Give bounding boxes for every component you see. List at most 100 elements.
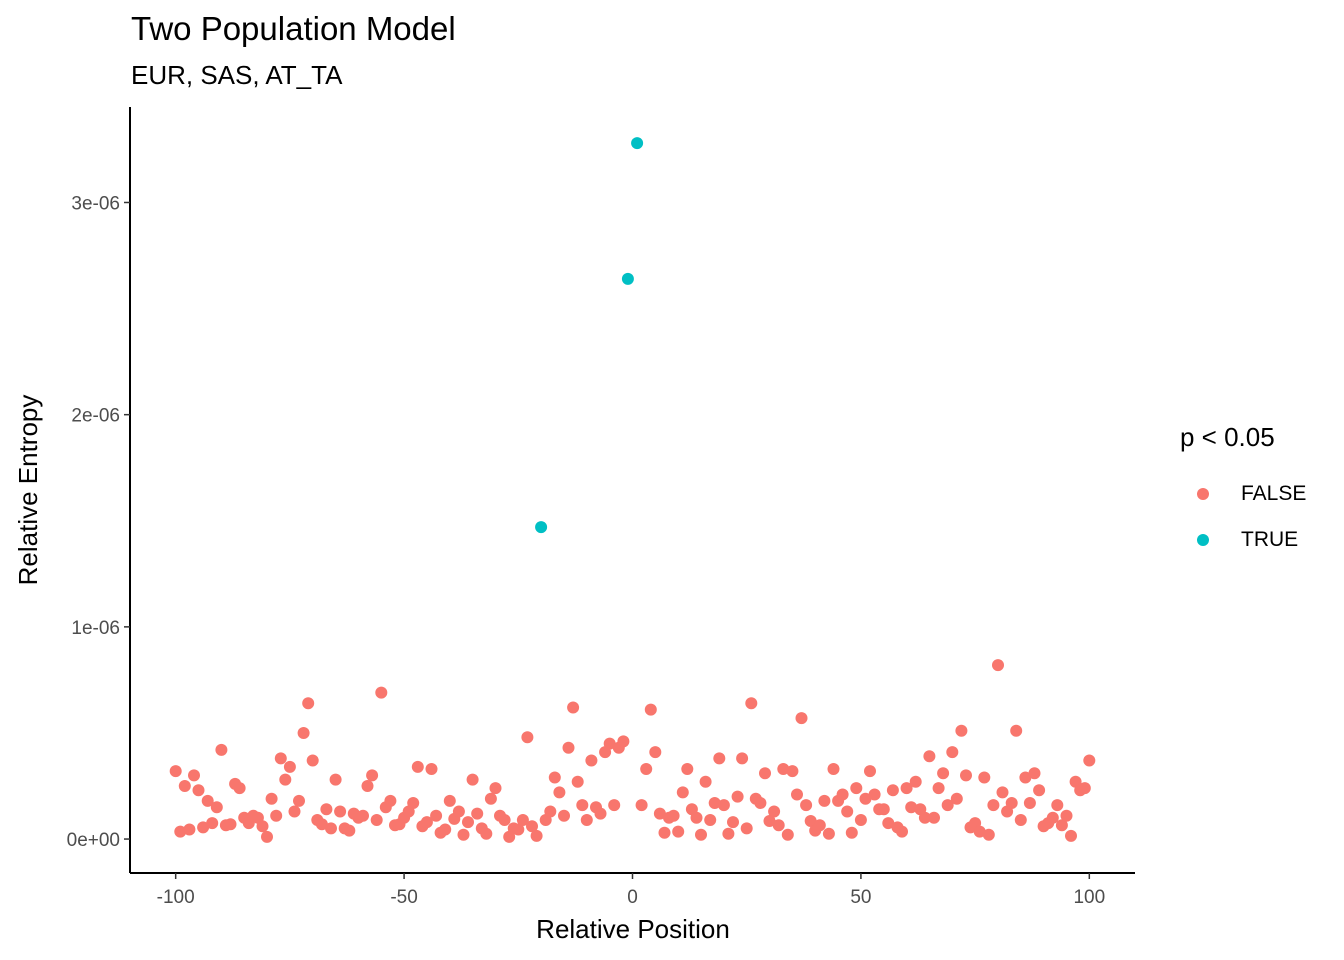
point-false <box>411 760 424 773</box>
point-false <box>982 828 995 841</box>
point-false <box>608 799 621 812</box>
point-false <box>293 794 305 807</box>
point-false <box>516 814 529 826</box>
point-false <box>868 788 881 801</box>
y-tick-label: 3e-06 <box>71 193 120 214</box>
point-false <box>727 816 739 829</box>
point-false <box>571 775 584 788</box>
point-false <box>854 814 867 826</box>
point-false <box>795 712 808 725</box>
y-tick-label: 1e-06 <box>71 618 120 639</box>
point-false <box>297 727 310 739</box>
point-false <box>987 799 1000 812</box>
point-false <box>553 786 566 799</box>
point-false <box>366 769 379 782</box>
point-false <box>1033 784 1046 797</box>
point-false <box>708 797 721 809</box>
point-false <box>973 825 986 838</box>
point-false <box>567 701 580 714</box>
point-false <box>950 792 963 805</box>
point-false <box>302 697 315 710</box>
point-false <box>544 805 557 818</box>
point-false <box>859 792 872 805</box>
legend-label-true: TRUE <box>1241 528 1299 551</box>
point-false <box>822 827 835 840</box>
point-false <box>233 782 246 795</box>
point-false <box>201 794 214 807</box>
point-false <box>882 817 895 830</box>
point-false <box>850 782 863 795</box>
x-tick-label: -50 <box>390 887 417 908</box>
y-ticks: 0e+00 1e-06 2e-06 3e-06 <box>67 193 130 851</box>
point-false <box>439 823 452 836</box>
point-false <box>836 788 849 801</box>
x-axis-title: Relative Position <box>536 914 730 944</box>
y-tick-label: 2e-06 <box>71 406 120 427</box>
point-false <box>224 818 237 831</box>
legend-item-true: TRUE <box>1180 517 1306 563</box>
point-false <box>178 780 191 792</box>
point-false <box>1028 767 1041 780</box>
point-false <box>512 823 525 836</box>
point-false <box>343 824 356 837</box>
point-false <box>754 797 767 809</box>
point-false <box>484 792 497 805</box>
point-false <box>740 822 753 835</box>
point-false <box>334 805 347 818</box>
point-false <box>576 799 589 812</box>
point-false <box>430 809 443 822</box>
point-false <box>1083 754 1096 767</box>
point-false <box>306 754 319 767</box>
point-false <box>329 773 342 786</box>
point-false <box>722 827 735 840</box>
point-false <box>206 817 219 830</box>
point-false <box>640 763 653 775</box>
point-false <box>188 769 200 782</box>
chart-subtitle: EUR, SAS, AT_TA <box>131 60 343 90</box>
point-false <box>288 805 301 818</box>
point-false <box>731 790 744 803</box>
point-false <box>562 741 575 754</box>
legend-dot-true <box>1197 534 1209 546</box>
point-false <box>558 809 570 822</box>
x-tick-label: 0 <box>627 887 638 908</box>
point-false <box>937 767 950 780</box>
point-false <box>265 792 278 805</box>
point-false <box>1078 782 1091 795</box>
point-false <box>841 805 854 818</box>
point-false <box>772 819 785 832</box>
point-false <box>480 827 493 840</box>
point-false <box>996 786 1009 799</box>
point-false <box>877 803 890 816</box>
point-false <box>548 771 561 784</box>
point-false <box>210 801 223 814</box>
point-false <box>717 799 730 812</box>
point-false <box>800 799 813 812</box>
point-false <box>1010 724 1023 737</box>
legend-label-false: FALSE <box>1241 482 1307 505</box>
point-false <box>407 797 420 809</box>
y-axis-title: Relative Entropy <box>13 395 43 586</box>
point-false <box>580 814 593 826</box>
point-false <box>215 743 228 756</box>
point-false <box>457 828 470 841</box>
point-false <box>452 805 465 818</box>
point-false <box>279 773 292 786</box>
point-false <box>357 809 369 822</box>
point-false <box>736 752 749 765</box>
point-false <box>466 773 479 786</box>
point-false <box>635 799 648 812</box>
point-false <box>489 782 502 795</box>
point-false <box>320 803 333 816</box>
point-true <box>621 272 634 285</box>
point-false <box>896 825 908 838</box>
point-false <box>932 782 945 795</box>
point-false <box>978 771 991 784</box>
point-false <box>585 754 598 767</box>
point-false <box>521 731 534 744</box>
point-false <box>443 794 456 807</box>
chart-title: Two Population Model <box>131 10 456 47</box>
point-false <box>690 811 703 824</box>
point-false <box>370 814 383 826</box>
